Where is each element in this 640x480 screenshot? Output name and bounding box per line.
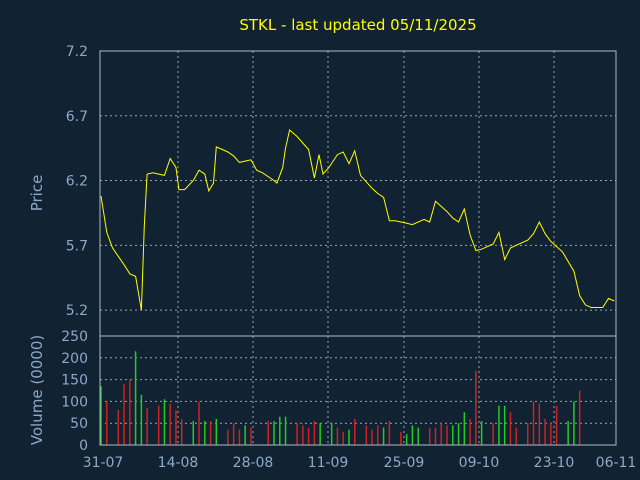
volume-y-ticks: 250 200 150 100 50 0: [61, 329, 88, 454]
price-panel-frame: [99, 50, 617, 337]
price-axis-label: Price: [28, 175, 46, 212]
x-tick-label: 09-10: [459, 455, 500, 471]
price-line: [100, 129, 615, 311]
price-series: [100, 129, 615, 311]
x-tick-label: 25-09: [384, 455, 425, 471]
volume-bars: [100, 351, 581, 445]
volume-y-tick-label: 50: [70, 416, 88, 432]
x-tick-label: 28-08: [233, 455, 274, 471]
price-y-tick-label: 5.7: [66, 238, 88, 254]
price-y-tick-label: 6.7: [66, 109, 88, 125]
volume-y-tick-label: 250: [61, 329, 88, 345]
volume-panel-frame: [99, 335, 617, 446]
volume-y-tick-label: 200: [61, 351, 88, 367]
chart-title: STKL - last updated 05/11/2025: [239, 16, 476, 34]
price-y-tick-label: 6.2: [66, 174, 88, 190]
price-gridlines: [100, 51, 616, 336]
price-y-ticks: 7.2 6.7 6.2 5.7 5.2: [66, 44, 88, 319]
price-y-tick-label: 7.2: [66, 44, 88, 60]
x-axis-ticks: 31-07 14-08 28-08 11-09 25-09 09-10 23-10 06-11: [83, 455, 637, 471]
x-tick-label: 11-09: [308, 455, 349, 471]
volume-y-tick-label: 150: [61, 373, 88, 389]
volume-y-tick-label: 100: [61, 394, 88, 410]
volume-y-tick-label: 0: [79, 438, 88, 454]
volume-gridlines: [100, 336, 616, 445]
price-y-tick-label: 5.2: [66, 303, 88, 319]
x-tick-label: 06-11: [596, 455, 637, 471]
volume-axis-label: Volume (0000): [28, 335, 46, 445]
x-tick-label: 14-08: [158, 455, 199, 471]
x-tick-label: 31-07: [83, 455, 124, 471]
x-tick-label: 23-10: [534, 455, 575, 471]
